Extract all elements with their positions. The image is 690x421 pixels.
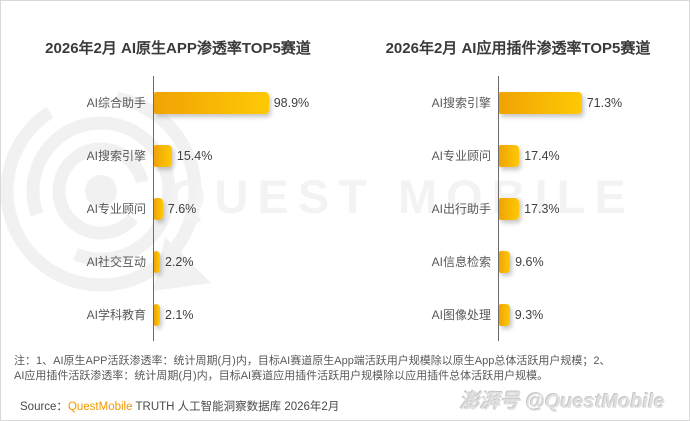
source-brand: QuestMobile xyxy=(67,401,133,413)
source-suffix: TRUTH 人工智能洞察数据库 2026年2月 xyxy=(132,401,340,413)
category-label: AI社交互动 xyxy=(86,255,146,269)
footnote-line-2: AI应用插件活跃渗透率：统计周期(月)内，目标AI赛道应用插件活跃用户规模除以应… xyxy=(14,370,549,382)
bar xyxy=(154,197,163,220)
pengpai-account-stamp: 澎湃号 @QuestMobile xyxy=(459,391,665,413)
chart-plot-area: AI搜索引擎 71.3% AI专业顾问 17.4% AI出行助手 17.3% AI信息检索 9… xyxy=(378,76,688,341)
bar-row: AI专业顾问 7.6% xyxy=(33,182,353,235)
bar xyxy=(154,91,269,114)
chart-ai-plugin: 2026年2月 AI应用插件渗透率TOP5赛道 AI搜索引擎 71.3% AI专业顾… xyxy=(378,39,688,341)
bar xyxy=(154,250,160,273)
chart-title: 2026年2月 AI原生APP渗透率TOP5赛道 xyxy=(45,40,311,57)
footnote: 注：1、AI原生APP活跃渗透率：统计周期(月)内，目标AI赛道原生App端活跃… xyxy=(14,354,669,384)
bar-row: AI社交互动 2.2% xyxy=(33,235,353,288)
category-label: AI专业顾问 xyxy=(86,202,146,216)
chart-title: 2026年2月 AI应用插件渗透率TOP5赛道 xyxy=(385,40,651,57)
category-label: AI出行助手 xyxy=(431,202,491,216)
category-label: AI搜索引擎 xyxy=(431,96,491,110)
value-label: 71.3% xyxy=(586,95,623,110)
bar xyxy=(499,303,510,326)
category-label: AI学科教育 xyxy=(86,308,146,322)
value-label: 7.6% xyxy=(167,201,197,216)
value-label: 9.6% xyxy=(515,254,544,269)
report-content: 2026年2月 AI原生APP渗透率TOP5赛道 AI综合助手 98.9% AI搜索… xyxy=(1,1,689,414)
bar xyxy=(499,91,582,114)
bar-row: AI出行助手 17.3% xyxy=(378,182,688,235)
bar xyxy=(154,303,160,326)
source-prefix: Source： xyxy=(20,401,68,413)
bar-row: AI搜索引擎 71.3% xyxy=(378,76,688,129)
bar-rows: AI搜索引擎 71.3% AI专业顾问 17.4% AI出行助手 17.3% AI信息检索 9… xyxy=(378,76,688,341)
charts-row: 2026年2月 AI原生APP渗透率TOP5赛道 AI综合助手 98.9% AI搜索… xyxy=(1,1,689,341)
y-axis-line xyxy=(498,76,499,341)
bar-row: AI学科教育 2.1% xyxy=(33,288,353,341)
bar-row: AI图像处理 9.3% xyxy=(378,288,688,341)
category-label: AI信息检索 xyxy=(431,255,491,269)
chart-ai-native-app: 2026年2月 AI原生APP渗透率TOP5赛道 AI综合助手 98.9% AI搜索… xyxy=(33,39,353,341)
category-label: AI搜索引擎 xyxy=(86,149,146,163)
footnote-line-1: 注：1、AI原生APP活跃渗透率：统计周期(月)内，目标AI赛道原生App端活跃… xyxy=(14,355,611,367)
bar xyxy=(499,144,520,167)
bar-row: AI专业顾问 17.4% xyxy=(378,129,688,182)
bar xyxy=(154,144,172,167)
bar-rows: AI综合助手 98.9% AI搜索引擎 15.4% AI专业顾问 7.6% AI社交互动 2.… xyxy=(33,76,353,341)
bar-row: AI信息检索 9.6% xyxy=(378,235,688,288)
value-label: 2.1% xyxy=(165,307,194,322)
value-label: 17.4% xyxy=(524,148,560,163)
bar-row: AI搜索引擎 15.4% xyxy=(33,129,353,182)
category-label: AI专业顾问 xyxy=(431,149,491,163)
y-axis-line xyxy=(153,76,154,341)
value-label: 2.2% xyxy=(165,254,194,269)
chart-plot-area: AI综合助手 98.9% AI搜索引擎 15.4% AI专业顾问 7.6% AI社交互动 2.… xyxy=(33,76,353,341)
bar xyxy=(499,250,511,273)
value-label: 9.3% xyxy=(514,307,544,322)
bar xyxy=(499,197,520,220)
source-line: Source：QuestMobile TRUTH 人工智能洞察数据库 2026年… xyxy=(20,398,689,414)
bar-row: AI综合助手 98.9% xyxy=(33,76,353,129)
value-label: 98.9% xyxy=(273,95,310,110)
category-label: AI图像处理 xyxy=(431,308,491,322)
value-label: 17.3% xyxy=(524,201,560,216)
value-label: 15.4% xyxy=(176,148,213,163)
category-label: AI综合助手 xyxy=(86,96,146,110)
